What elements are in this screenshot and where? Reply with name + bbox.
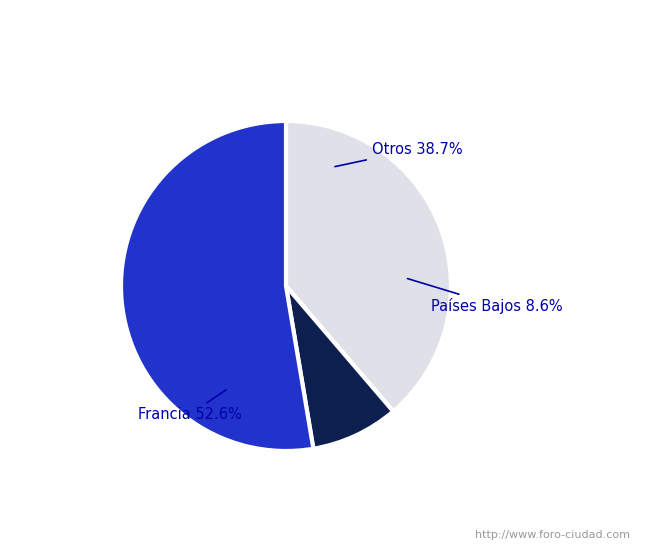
Text: http://www.foro-ciudad.com: http://www.foro-ciudad.com [476, 530, 630, 540]
Text: Países Bajos 8.6%: Países Bajos 8.6% [408, 278, 563, 314]
Text: Francia 52.6%: Francia 52.6% [138, 390, 241, 422]
Wedge shape [121, 121, 313, 451]
Wedge shape [286, 286, 393, 449]
Text: Reocín - Turistas extranjeros según país - Abril de 2024: Reocín - Turistas extranjeros según país… [66, 20, 584, 38]
Wedge shape [286, 121, 451, 411]
Text: Otros 38.7%: Otros 38.7% [335, 141, 462, 167]
